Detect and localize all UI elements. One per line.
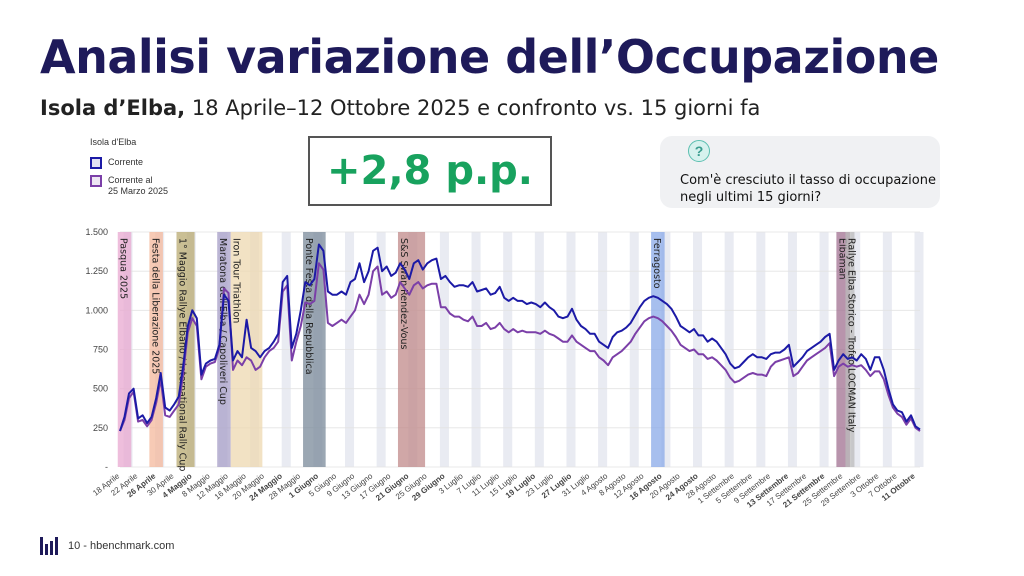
y-tick-label: 1.250 — [85, 266, 108, 276]
y-tick-label: 250 — [93, 423, 108, 433]
legend-swatch-corrente — [90, 157, 102, 169]
legend-item-precedente: Corrente al 25 Marzo 2025 — [90, 175, 168, 197]
event-label: Festa della Liberazione 2025 — [149, 238, 160, 374]
legend-item-corrente: Corrente — [90, 157, 168, 169]
footer-page: 10 - hbenchmark.com — [68, 540, 175, 552]
legend-label-corrente: Corrente — [108, 157, 144, 167]
question-icon: ? — [688, 140, 710, 162]
footer: 10 - hbenchmark.com — [40, 537, 174, 555]
page-subtitle: Isola d’Elba, 18 Aprile–12 Ottobre 2025 … — [40, 96, 760, 120]
event-label: 1° Maggio Rallye Elbano / International … — [176, 238, 187, 471]
series-line — [119, 243, 921, 432]
event-label: S&S Swan Rendez-Vous — [398, 238, 409, 350]
kpi-box: +2,8 p.p. — [308, 136, 552, 206]
event-band — [845, 232, 855, 467]
event-label: Rallye Elba Storico - Trofeo LOCMAN Ital… — [845, 238, 856, 433]
page-title: Analisi variazione dell’Occupazione — [40, 30, 939, 84]
event-label: Elbaman — [836, 238, 847, 280]
event-label: Ferragosto — [651, 238, 662, 289]
y-tick-label: - — [105, 462, 108, 472]
event-label: Maratona dell'Elba / Capoliveri Cup — [217, 238, 228, 405]
legend-swatch-precedente — [90, 175, 102, 187]
y-tick-label: 750 — [93, 345, 108, 355]
event-label: Pasqua 2025 — [118, 238, 129, 299]
event-band — [230, 232, 263, 467]
legend-label-precedente: Corrente al 25 Marzo 2025 — [108, 175, 169, 196]
event-band — [303, 232, 326, 467]
subtitle-location: Isola d’Elba, — [40, 96, 186, 120]
legend-title: Isola d'Elba — [90, 137, 137, 147]
question-icon-glyph: ? — [694, 143, 704, 159]
series-line — [119, 262, 921, 432]
question-text: Com'è cresciuto il tasso di occupazione … — [680, 173, 936, 205]
chart-legend: Isola d'Elba Corrente Corrente al 25 Mar… — [90, 137, 168, 203]
event-label: Ponte Festa della Repubblica — [303, 238, 314, 375]
event-band — [651, 232, 665, 467]
event-label: Iron Tour Triathlon — [231, 238, 242, 323]
y-tick-label: 1.000 — [85, 305, 108, 315]
hbenchmark-logo-icon — [40, 537, 58, 555]
y-tick-label: 500 — [93, 384, 108, 394]
kpi-value: +2,8 p.p. — [327, 148, 533, 194]
y-tick-label: 1.500 — [85, 227, 108, 237]
subtitle-period: 18 Aprile–12 Ottobre 2025 e confronto vs… — [185, 96, 761, 120]
